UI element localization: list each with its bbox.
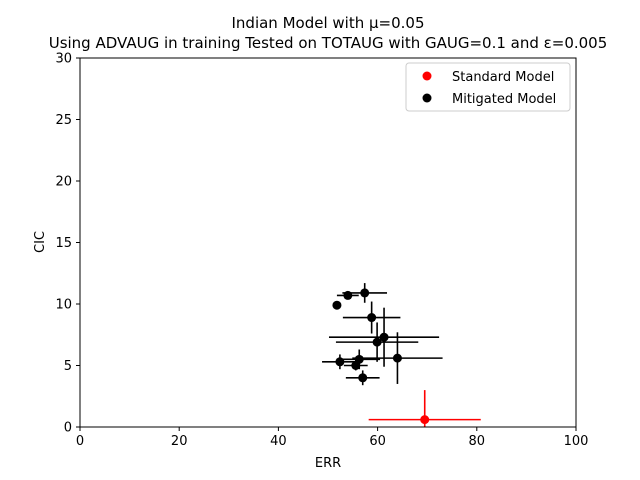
mitigated-model-point (392, 353, 402, 363)
x-ticks: 0 20 40 60 80 100 (76, 427, 589, 449)
plot-frame (79, 57, 577, 428)
mitigated-model-point (367, 313, 377, 323)
y-axis-label: CIC (33, 231, 48, 253)
legend-marker-standard (422, 71, 432, 81)
mitigated-model-point (358, 373, 368, 383)
y-tick-label: 10 (55, 298, 72, 313)
x-tick-label: 60 (369, 434, 386, 449)
standard-model-point (420, 415, 430, 425)
y-ticks: 0 5 10 15 20 25 30 (55, 52, 80, 436)
points-layer (332, 288, 430, 425)
mitigated-model-point (372, 337, 382, 347)
legend-label-mitigated: Mitigated Model (452, 92, 556, 107)
x-tick-label: 100 (564, 434, 589, 449)
y-tick-label: 20 (55, 175, 72, 190)
y-tick-label: 30 (55, 52, 72, 67)
mitigated-model-point (335, 357, 345, 367)
y-tick-label: 5 (64, 359, 72, 374)
legend-box (405, 62, 571, 112)
legend-label-standard: Standard Model (452, 70, 554, 85)
y-tick-label: 15 (55, 236, 72, 251)
x-tick-label: 0 (76, 434, 84, 449)
mitigated-model-point (332, 300, 342, 310)
x-axis-label: ERR (315, 456, 341, 471)
mitigated-model-point (360, 288, 370, 298)
y-tick-label: 0 (64, 421, 72, 436)
chart-title: Indian Model with μ=0.05 (232, 14, 425, 32)
chart-subtitle: Using ADVAUG in training Tested on TOTAU… (49, 34, 608, 52)
mitigated-model-point (379, 332, 389, 342)
y-tick-label: 25 (55, 113, 72, 128)
errorbars-layer (322, 283, 481, 427)
mitigated-model-point (351, 361, 361, 370)
legend-marker-mitigated (422, 93, 432, 103)
x-tick-label: 20 (171, 434, 188, 449)
legend: Standard Model Mitigated Model (405, 62, 571, 112)
x-tick-label: 80 (469, 434, 486, 449)
x-tick-label: 40 (270, 434, 287, 449)
mitigated-model-point (343, 290, 353, 300)
